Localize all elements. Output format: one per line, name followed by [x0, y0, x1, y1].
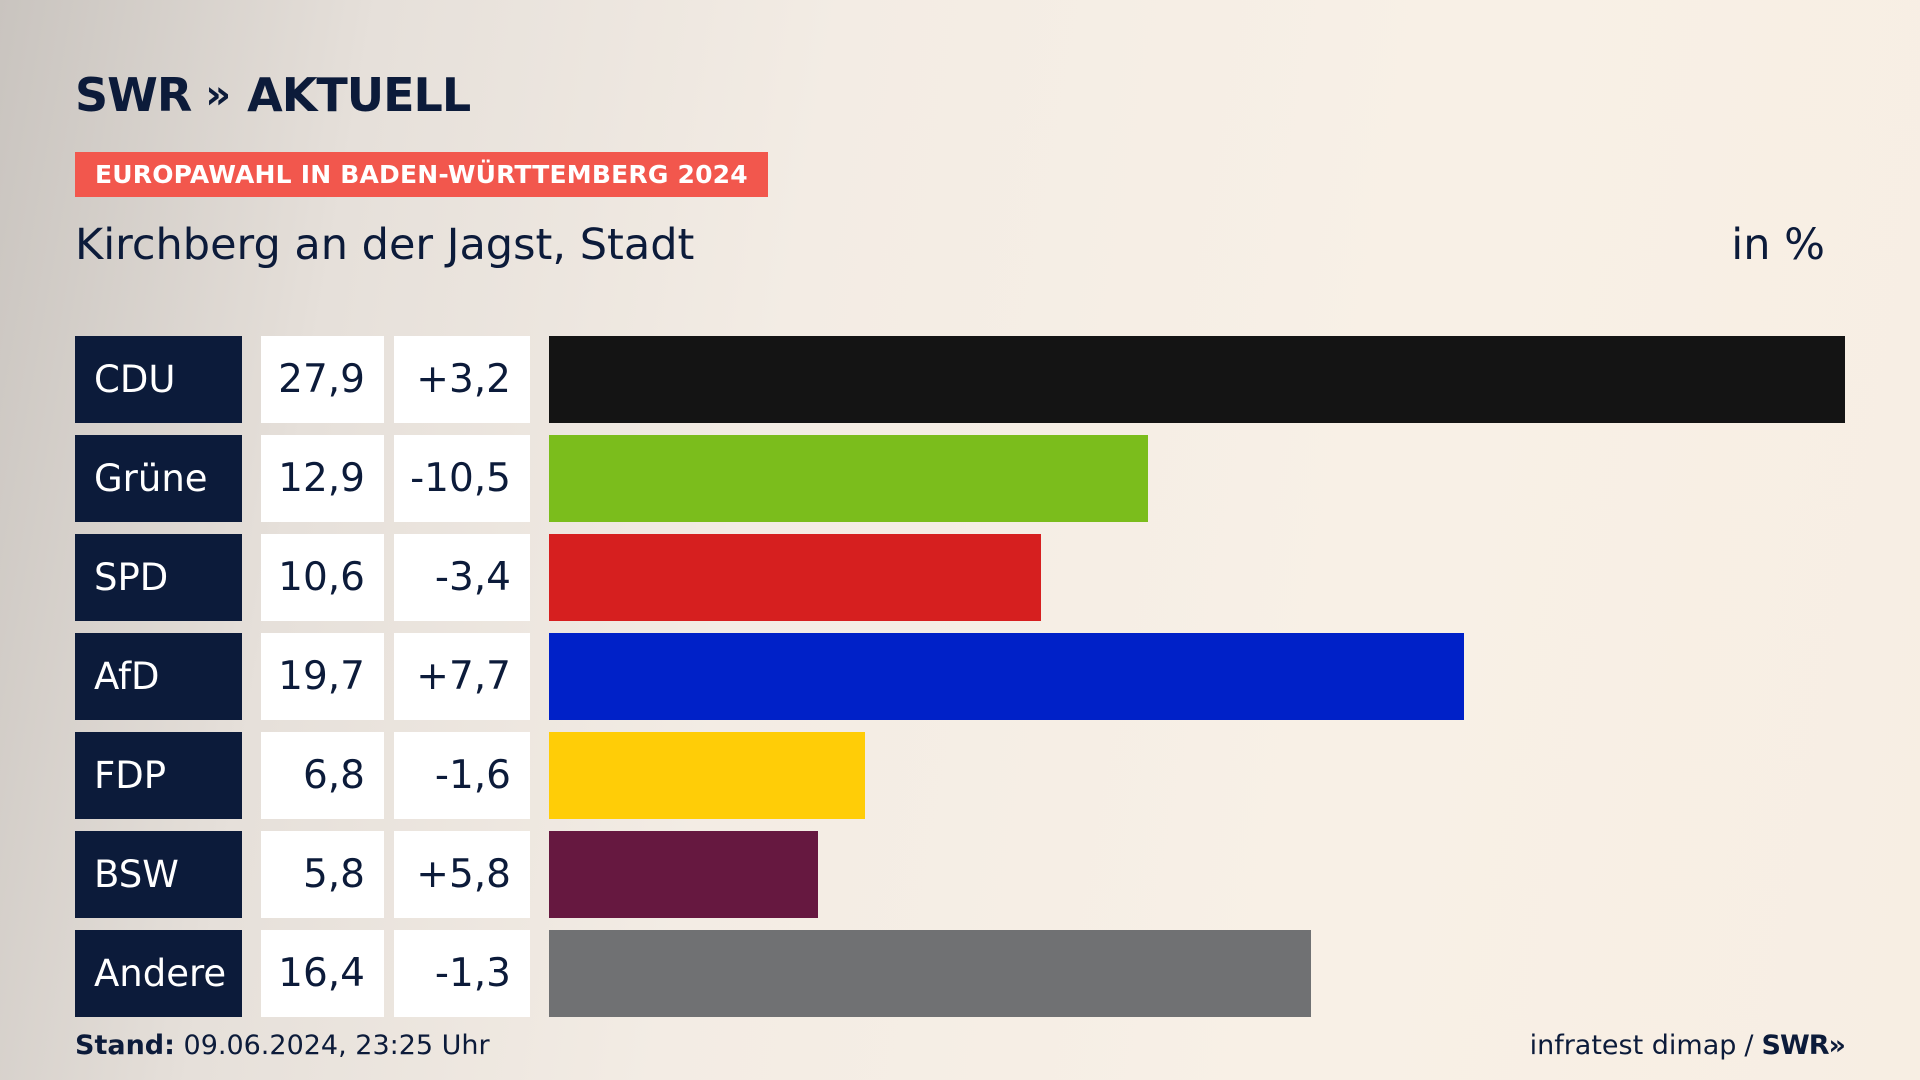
result-row: Andere 16,4 -1,3	[75, 930, 1845, 1017]
stand-value: 09.06.2024, 23:25 Uhr	[183, 1030, 490, 1061]
result-bar	[549, 831, 818, 918]
party-label: SPD	[75, 534, 242, 621]
change-value: +3,2	[394, 336, 530, 423]
party-label: Grüne	[75, 435, 242, 522]
change-value: -1,3	[394, 930, 530, 1017]
result-row: BSW 5,8 +5,8	[75, 831, 1845, 918]
source-name: infratest dimap	[1529, 1030, 1737, 1061]
unit-label: in %	[1731, 220, 1825, 270]
change-value: -1,6	[394, 732, 530, 819]
logo-chevrons-icon: »	[205, 72, 231, 118]
election-tag: EUROPAWAHL IN BADEN-WÜRTTEMBERG 2024	[75, 152, 768, 197]
share-value: 10,6	[261, 534, 384, 621]
result-bar	[549, 633, 1464, 720]
result-row: FDP 6,8 -1,6	[75, 732, 1845, 819]
party-label: FDP	[75, 732, 242, 819]
small-logo-text: SWR	[1761, 1030, 1830, 1061]
share-value: 12,9	[261, 435, 384, 522]
change-value: +7,7	[394, 633, 530, 720]
share-value: 27,9	[261, 336, 384, 423]
swr-small-logo: SWR»	[1761, 1030, 1847, 1061]
results-chart: CDU 27,9 +3,2 Grüne 12,9 -10,5 SPD 10,6 -3,4 AfD 1…	[75, 336, 1845, 1029]
result-bar	[549, 534, 1041, 621]
source-separator: /	[1744, 1030, 1754, 1061]
logo-aktuell: AKTUELL	[247, 68, 471, 122]
result-bar	[549, 732, 865, 819]
share-value: 16,4	[261, 930, 384, 1017]
timestamp: Stand: 09.06.2024, 23:25 Uhr	[75, 1030, 490, 1061]
result-bar	[549, 336, 1845, 423]
result-row: Grüne 12,9 -10,5	[75, 435, 1845, 522]
party-label: AfD	[75, 633, 242, 720]
party-label: CDU	[75, 336, 242, 423]
share-value: 19,7	[261, 633, 384, 720]
result-row: SPD 10,6 -3,4	[75, 534, 1845, 621]
stand-label: Stand:	[75, 1030, 175, 1061]
share-value: 6,8	[261, 732, 384, 819]
source-credit: infratest dimap / SWR»	[1529, 1030, 1847, 1061]
chart-subtitle: Kirchberg an der Jagst, Stadt	[75, 220, 695, 270]
swr-aktuell-logo: SWR » AKTUELL	[75, 68, 471, 122]
result-bar	[549, 435, 1148, 522]
change-value: -10,5	[394, 435, 530, 522]
party-label: BSW	[75, 831, 242, 918]
party-label: Andere	[75, 930, 242, 1017]
result-row: AfD 19,7 +7,7	[75, 633, 1845, 720]
small-logo-chevrons-icon: »	[1828, 1030, 1846, 1061]
result-row: CDU 27,9 +3,2	[75, 336, 1845, 423]
change-value: -3,4	[394, 534, 530, 621]
share-value: 5,8	[261, 831, 384, 918]
logo-swr: SWR	[75, 68, 192, 122]
change-value: +5,8	[394, 831, 530, 918]
result-bar	[549, 930, 1311, 1017]
